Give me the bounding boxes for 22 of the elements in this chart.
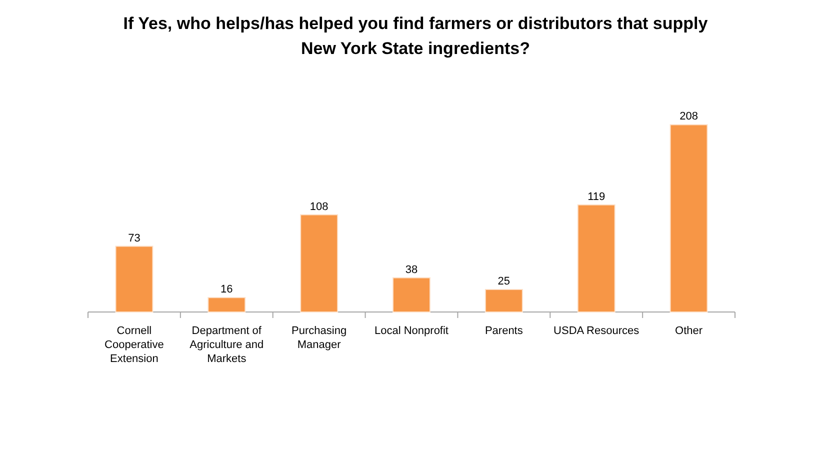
- bar: [115, 246, 154, 312]
- data-label: 119: [588, 190, 606, 203]
- data-label: 108: [310, 200, 328, 213]
- bar: [300, 214, 338, 312]
- data-label: 16: [220, 284, 233, 296]
- x-tick-label: Other: [675, 325, 703, 337]
- data-label: 208: [680, 110, 698, 123]
- x-tick-label: Parents: [484, 325, 524, 337]
- x-tick-label: USDA Resources: [554, 325, 640, 337]
- data-label: 73: [128, 232, 140, 244]
- bar: [484, 288, 523, 312]
- data-label: 25: [498, 275, 510, 288]
- data-label: 38: [405, 264, 418, 276]
- x-tick-label: Cornell Cooperative Extension: [104, 325, 164, 365]
- bar: [577, 204, 616, 312]
- bar: [392, 277, 430, 312]
- bar: [208, 297, 246, 312]
- x-tick-label: Purchasing Manager: [292, 325, 347, 351]
- x-tick-label: Department of Agriculture and Markets: [190, 325, 264, 365]
- chart-title: If Yes, who helps/has helped you find farmers or distributors that supply New York State ingredients?: [123, 14, 708, 58]
- bar: [670, 124, 708, 312]
- x-tick-label: Local Nonprofit: [374, 325, 448, 337]
